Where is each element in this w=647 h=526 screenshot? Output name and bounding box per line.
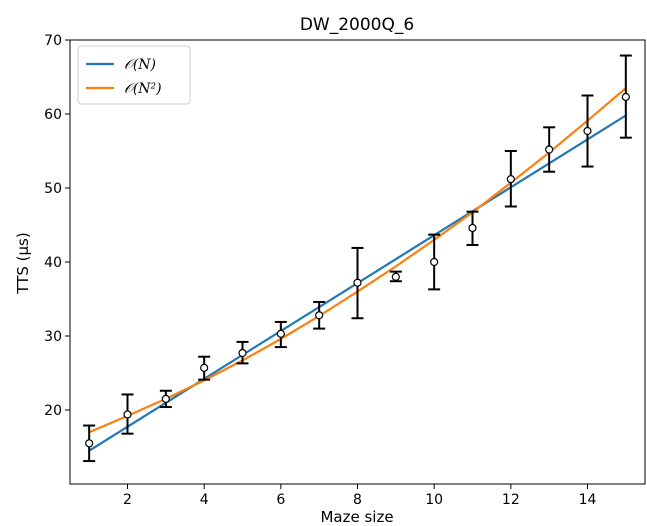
data-point <box>468 223 477 233</box>
y-tick-label: 70 <box>44 33 62 49</box>
data-point <box>161 394 170 403</box>
data-point <box>506 175 515 184</box>
legend-label-0: 𝒪(N) <box>124 57 156 73</box>
axes: 2 4 6 8 10 12 14 20 30 40 50 60 70 <box>44 33 646 508</box>
y-tick-label: 50 <box>44 181 62 197</box>
data-point <box>545 145 554 154</box>
y-axis-label: TTS (µs) <box>14 232 32 294</box>
data-point <box>200 363 209 372</box>
data-point <box>583 126 592 136</box>
x-tick-label: 4 <box>200 492 209 508</box>
data-point <box>315 311 324 320</box>
x-tick-label: 6 <box>276 492 285 508</box>
y-tick-label: 20 <box>44 403 62 419</box>
data-point <box>391 272 400 281</box>
plot-area <box>83 54 632 463</box>
data-point <box>238 348 247 358</box>
y-tick-label: 30 <box>44 329 62 345</box>
x-tick-label: 2 <box>123 492 132 508</box>
y-tick-label: 40 <box>44 255 62 271</box>
legend-label-1: 𝒪(N²) <box>124 81 162 97</box>
data-point <box>621 92 630 102</box>
data-point <box>430 257 439 267</box>
data-point <box>85 439 94 448</box>
x-tick-label: 12 <box>502 492 520 508</box>
x-tick-label: 10 <box>425 492 443 508</box>
x-axis-label: Maze size <box>320 508 393 526</box>
x-tick-label: 8 <box>353 492 362 508</box>
y-tick-label: 60 <box>44 107 62 123</box>
data-point <box>123 410 132 419</box>
chart-title: DW_2000Q_6 <box>300 15 414 35</box>
data-point <box>353 278 362 287</box>
data-point <box>276 329 285 338</box>
x-tick-label: 14 <box>579 492 597 508</box>
legend-box <box>77 45 191 105</box>
legend: 𝒪(N) 𝒪(N²) <box>77 45 191 105</box>
